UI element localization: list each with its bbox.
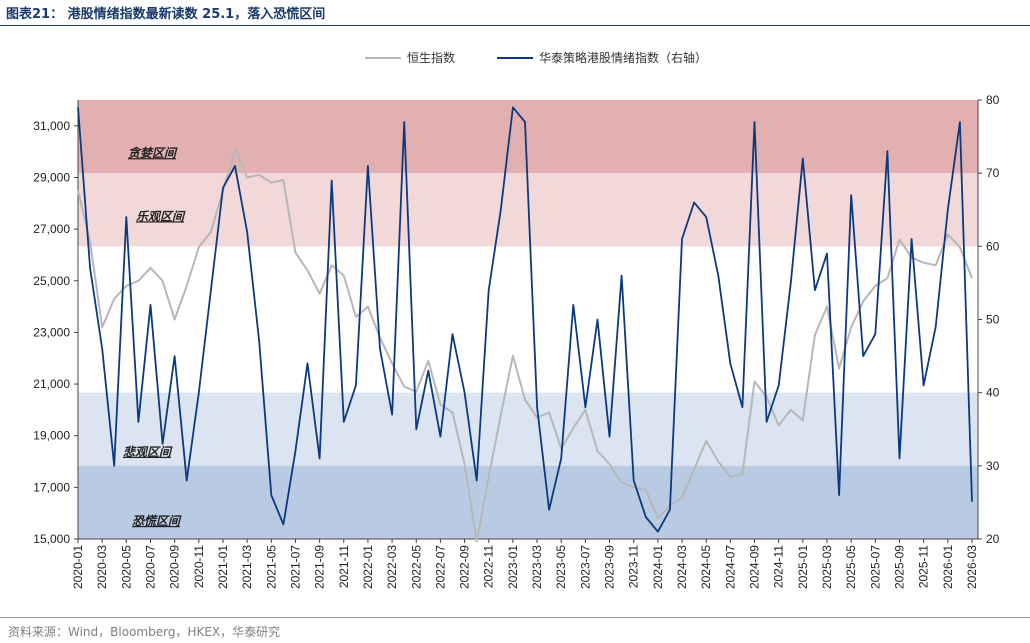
x-tick-label: 2024-07 [723,545,737,589]
x-tick-label: 2023-11 [627,545,641,588]
x-tick-label: 2020-03 [95,545,109,589]
x-tick-label: 2025-07 [868,545,882,589]
left-tick-label: 27,000 [33,222,70,236]
x-tick-label: 2022-07 [433,545,447,589]
zone-label: 贪婪区间 [128,146,178,160]
x-tick-label: 2021-03 [240,545,254,589]
right-tick-label: 80 [986,93,1000,107]
x-tick-label: 2025-09 [892,545,906,589]
x-tick-label: 2024-09 [748,545,762,589]
x-tick-label: 2024-01 [651,545,665,589]
x-tick-label: 2025-01 [796,545,810,589]
x-tick-label: 2022-03 [385,545,399,589]
zone-band [78,465,978,539]
x-tick-label: 2025-03 [820,545,834,589]
x-tick-label: 2021-09 [313,545,327,589]
left-tick-label: 17,000 [33,480,70,494]
title-divider [0,25,1030,26]
zone-label: 恐慌区间 [132,514,182,528]
x-tick-label: 2020-09 [168,545,182,589]
series-lines [77,106,973,543]
right-tick-label: 60 [986,239,1000,253]
hsi-series-line [77,148,973,543]
x-tick-label: 2021-07 [288,545,302,589]
zone-label: 乐观区间 [136,209,186,223]
left-tick-label: 19,000 [33,429,70,443]
x-tick-label: 2024-11 [772,545,786,588]
x-tick-label: 2024-03 [675,545,689,589]
legend: 恒生指数 华泰策略港股情绪指数（右轴） [365,50,707,65]
x-tick-label: 2023-03 [530,545,544,589]
axes: 15,000 17,000 19,000 21,000 23,000 25,000 27,0… [33,93,999,589]
x-tick-label: 2020-01 [71,545,85,589]
x-tick-label: 2023-01 [506,545,520,589]
left-tick-label: 15,000 [33,532,70,546]
x-tick-label: 2025-05 [844,545,858,589]
x-tick-label: 2024-05 [699,545,713,589]
x-tick-label: 2020-05 [119,545,133,589]
x-tick-label: 2023-05 [554,545,568,589]
x-tick-label: 2022-11 [482,545,496,588]
x-tick-label: 2025-11 [917,545,931,588]
legend-label: 华泰策略港股情绪指数（右轴） [539,50,707,65]
x-tick-label: 2020-07 [143,545,157,589]
right-tick-label: 30 [986,459,1000,473]
left-tick-label: 21,000 [33,377,70,391]
x-tick-label: 2020-11 [192,545,206,588]
left-tick-label: 31,000 [33,119,70,133]
x-tick-label: 2026-03 [965,545,979,589]
left-tick-label: 23,000 [33,325,70,339]
right-tick-label: 40 [986,386,1000,400]
zone-band [78,100,978,174]
x-tick-label: 2021-01 [216,545,230,589]
x-tick-label: 2023-07 [578,545,592,589]
x-tick-label: 2021-11 [337,545,351,588]
x-tick-label: 2021-05 [264,545,278,589]
left-tick-label: 29,000 [33,170,70,184]
x-tick-label: 2026-01 [941,545,955,589]
sentiment-series-line [77,106,973,533]
x-tick-label: 2022-01 [361,545,375,589]
right-tick-label: 20 [986,532,1000,546]
zone-label: 悲观区间 [123,445,173,459]
right-tick-label: 50 [986,313,1000,327]
x-tick-label: 2023-09 [603,545,617,589]
right-tick-label: 70 [986,166,1000,180]
footer-divider [0,617,1030,618]
x-tick-label: 2022-09 [458,545,472,589]
x-tick-label: 2022-05 [409,545,423,589]
legend-label: 恒生指数 [407,50,455,65]
chart-title: 图表21： 港股情绪指数最新读数 25.1，落入恐慌区间 [6,7,326,22]
source-note: 资料来源：Wind，Bloomberg，HKEX，华泰研究 [8,625,281,639]
left-tick-label: 25,000 [33,274,70,288]
